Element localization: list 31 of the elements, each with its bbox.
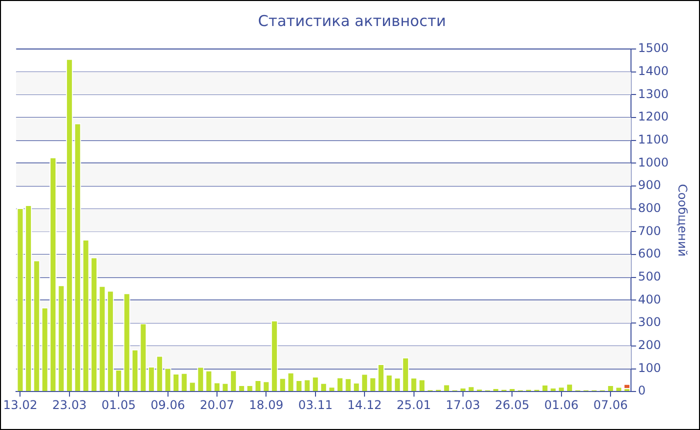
y-tick-label: 1400: [638, 64, 669, 78]
x-tick-label: 26.05: [494, 398, 530, 412]
x-tick-label: 03.11: [298, 398, 333, 412]
y-tick-label: 900: [638, 178, 661, 192]
x-tick-label: 23.03: [52, 398, 87, 412]
y-tick-label: 1100: [638, 132, 669, 146]
x-tick-label: 17.03: [446, 398, 480, 412]
y-tick-label: 1000: [638, 155, 669, 170]
y-tick-label: 100: [638, 360, 661, 375]
x-tick-label: 25.01: [396, 398, 431, 412]
x-tick-label: 20.07: [200, 398, 234, 412]
y-tick-label: 200: [638, 338, 661, 352]
y-tick-label: 1300: [638, 86, 669, 101]
x-tick-label: 14.12: [347, 398, 382, 412]
x-tick-label: 01.05: [101, 398, 136, 412]
y-tick-label: 800: [638, 201, 661, 216]
y-tick-label: 500: [638, 270, 661, 284]
y-tick-label: 600: [638, 246, 661, 261]
x-tick-label: 09.06: [150, 398, 186, 412]
x-tick-label: 13.02: [3, 398, 38, 412]
y-tick-label: 1200: [638, 110, 669, 124]
chart-title: Статистика активности: [258, 12, 446, 30]
x-tick-label: 18.09: [249, 398, 284, 412]
x-tick-label: 01.06: [544, 398, 579, 412]
y-tick-label: 700: [638, 224, 661, 238]
y-axis-title: Сообщений: [676, 184, 690, 257]
y-tick-label: 400: [638, 292, 661, 306]
x-tick-label: 07.06: [593, 398, 628, 412]
y-tick-label: 300: [638, 315, 661, 330]
y-tick-label: 0: [638, 384, 646, 398]
y-tick-label: 1500: [638, 41, 669, 56]
